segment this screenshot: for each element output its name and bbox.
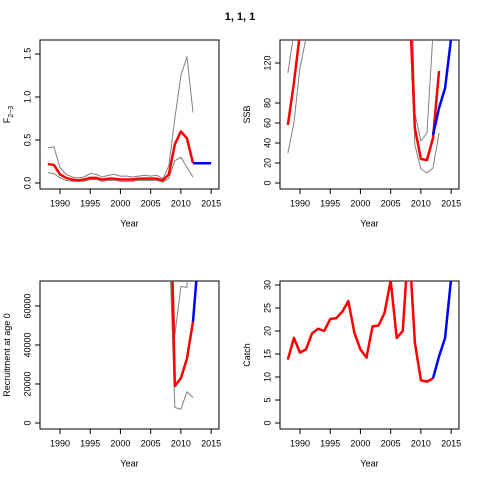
x-tick-label: 2010: [411, 198, 431, 208]
y-tick-label: 60000: [22, 293, 32, 318]
x-tick-label: 1990: [50, 198, 70, 208]
plot-frame: [39, 280, 220, 430]
y-tick-label: 10: [262, 372, 272, 382]
y-axis-label-main: Catch: [242, 343, 252, 367]
series-line: [47, 56, 194, 180]
series-line: [431, 40, 453, 136]
y-tick-label: 15: [262, 349, 272, 359]
y-tick-label: 5: [262, 398, 272, 403]
x-tick-label: 2000: [110, 438, 130, 448]
y-tick-label: 40000: [22, 332, 32, 357]
x-axis-label: Year: [120, 218, 138, 228]
x-tick-label: 2005: [381, 198, 401, 208]
y-tick-label: 25: [262, 303, 272, 313]
panel: 1990 1995 2000 2005 2010 2015 0 20 40 60 80 120 Year…: [242, 39, 461, 228]
y-tick-label: 0: [22, 420, 32, 425]
x-tick-label: 1995: [80, 198, 100, 208]
y-tick-label: 1.0: [22, 91, 32, 104]
y-tick-label: 80: [262, 98, 272, 108]
x-tick-label: 2000: [110, 198, 130, 208]
y-axis-label: F2−3: [2, 106, 14, 123]
y-tick-label: 0.0: [22, 177, 32, 190]
series-line: [171, 281, 195, 388]
series-line: [431, 281, 453, 379]
plot-frame: [279, 39, 460, 190]
x-axis-label: Year: [360, 218, 378, 228]
x-tick-label: 2005: [141, 438, 161, 448]
y-tick-label: 40: [262, 138, 272, 148]
x-tick-label: 2000: [350, 198, 370, 208]
y-tick-label: 0: [262, 180, 272, 185]
chart-title: 1, 1, 1: [225, 11, 256, 23]
panel: 1990 1995 2000 2005 2010 2015 0 5 10 15 20 25 30 Year…: [242, 280, 461, 468]
x-tick-label: 2015: [441, 198, 461, 208]
y-tick-label: 20000: [22, 371, 32, 396]
y-axis-label: Catch: [242, 343, 252, 367]
y-axis-label-main: Recruitment at age 0: [2, 313, 12, 397]
x-tick-label: 1995: [320, 438, 340, 448]
x-tick-label: 1995: [320, 198, 340, 208]
x-tick-label: 2015: [201, 438, 221, 448]
x-axis-label: Year: [360, 458, 378, 468]
series-line: [286, 40, 441, 162]
x-tick-label: 2000: [350, 438, 370, 448]
y-tick-label: 20: [262, 326, 272, 336]
series-line: [191, 281, 198, 322]
panel: 1990 1995 2000 2005 2010 2015 0 20000 40000 60000…: [2, 280, 221, 468]
series-line: [47, 130, 195, 182]
y-axis-label-main: SSB: [242, 105, 252, 123]
series-group: [286, 281, 453, 383]
x-tick-label: 1990: [290, 438, 310, 448]
y-tick-label: 60: [262, 118, 272, 128]
y-tick-label: 0: [262, 421, 272, 426]
plot-frame: [39, 39, 220, 190]
x-tick-label: 1990: [290, 198, 310, 208]
y-tick-label: 120: [262, 55, 272, 70]
y-axis-label-subscript: 2−3: [8, 106, 15, 118]
y-tick-label: 30: [262, 280, 272, 290]
y-tick-label: 20: [262, 158, 272, 168]
x-tick-label: 2010: [171, 438, 191, 448]
series-line: [47, 156, 194, 183]
series-group: [170, 281, 198, 410]
x-tick-label: 2015: [201, 198, 221, 208]
plot-frame: [279, 280, 460, 430]
x-tick-label: 2015: [441, 438, 461, 448]
series-line: [286, 281, 434, 383]
panel: 1990 1995 2000 2005 2010 2015 0.0 0.5 1.0 1.5 Year…: [2, 39, 221, 228]
y-axis-label: Recruitment at age 0: [2, 313, 12, 397]
y-axis-label-main: F: [2, 117, 12, 123]
y-tick-label: 0.5: [22, 134, 32, 147]
x-tick-label: 2005: [141, 198, 161, 208]
series-line: [287, 40, 440, 174]
y-tick-label: 1.5: [22, 48, 32, 61]
series-group: [286, 40, 453, 174]
x-tick-label: 2010: [171, 198, 191, 208]
x-axis-label: Year: [120, 458, 138, 468]
x-tick-label: 1995: [80, 438, 100, 448]
x-tick-label: 2005: [381, 438, 401, 448]
y-axis-label: SSB: [242, 105, 252, 123]
x-tick-label: 1990: [50, 438, 70, 448]
series-group: [47, 56, 212, 183]
x-tick-label: 2010: [411, 438, 431, 448]
